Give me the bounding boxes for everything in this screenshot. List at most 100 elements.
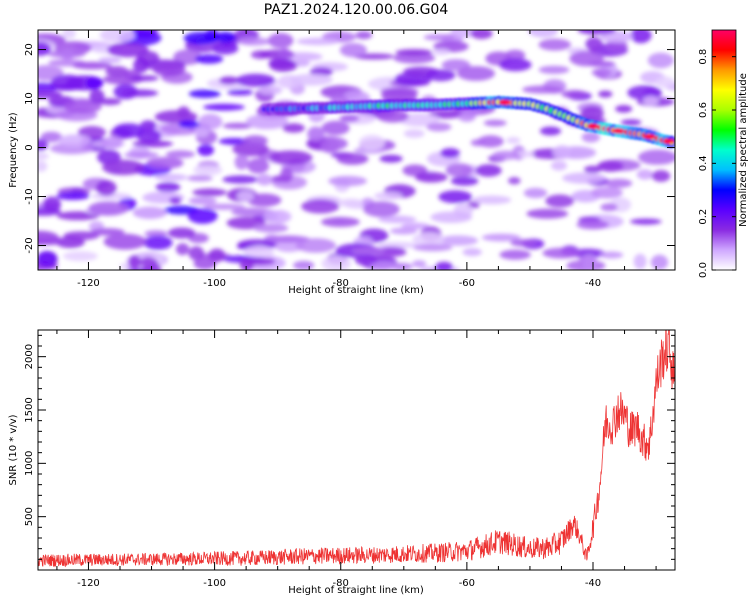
noise-blob bbox=[527, 30, 559, 38]
noise-blob bbox=[101, 136, 123, 150]
noise-blob bbox=[581, 254, 598, 270]
noise-blob bbox=[539, 126, 562, 136]
noise-blob bbox=[293, 59, 310, 67]
noise-blob bbox=[146, 262, 162, 270]
noise-blob bbox=[256, 174, 273, 186]
noise-blob bbox=[89, 89, 105, 104]
noise-blob bbox=[215, 31, 236, 43]
noise-blob bbox=[63, 251, 98, 262]
noise-blob bbox=[438, 235, 479, 246]
noise-blob bbox=[339, 114, 360, 123]
noise-blob bbox=[102, 159, 145, 176]
noise-blob bbox=[339, 43, 367, 58]
snr-y-tick-label: 1500 bbox=[24, 397, 35, 422]
noise-blob bbox=[591, 186, 623, 199]
noise-blob bbox=[188, 196, 217, 205]
noise-blob bbox=[605, 178, 633, 188]
noise-blob bbox=[470, 139, 486, 147]
noise-blob bbox=[268, 32, 294, 49]
noise-blob bbox=[376, 109, 409, 123]
noise-blob bbox=[647, 52, 674, 69]
noise-blob bbox=[132, 206, 168, 219]
noise-blob bbox=[577, 30, 616, 35]
noise-blob bbox=[227, 89, 254, 96]
noise-blob bbox=[38, 160, 48, 172]
spectrogram-axes-frame bbox=[37, 29, 676, 271]
spectrogram-x-tick-label: -60 bbox=[459, 278, 475, 289]
noise-blob bbox=[423, 34, 455, 41]
noise-blob bbox=[155, 173, 188, 182]
noise-blob bbox=[38, 237, 71, 246]
noise-blob bbox=[293, 260, 315, 270]
noise-blob bbox=[263, 209, 279, 223]
colorbar-ticks: 0.0 0.2 0.4 0.6 0.8 bbox=[698, 49, 736, 278]
noise-blob bbox=[295, 238, 337, 253]
noise-blob bbox=[337, 198, 364, 208]
snr-panel: -120 -100 -80 -60 -40 500 1000 1500 2000 Height … bbox=[8, 329, 676, 596]
noise-blob bbox=[38, 152, 49, 160]
noise-blob bbox=[552, 145, 572, 160]
ridge-peak bbox=[498, 99, 511, 105]
noise-blob bbox=[301, 199, 340, 214]
noise-blob bbox=[483, 119, 507, 127]
colorbar-tick-label: 0.0 bbox=[698, 262, 709, 278]
noise-blob bbox=[597, 160, 624, 172]
noise-blob bbox=[242, 135, 268, 147]
noise-blob bbox=[580, 106, 604, 121]
noise-blob bbox=[321, 255, 352, 270]
noise-blob bbox=[450, 176, 479, 186]
noise-blob bbox=[435, 261, 453, 270]
noise-blob bbox=[320, 138, 340, 154]
noise-blob bbox=[236, 73, 276, 87]
snr-y-tick-label: 1000 bbox=[24, 451, 35, 476]
noise-blob bbox=[630, 30, 652, 44]
snr-series-line bbox=[38, 330, 675, 568]
noise-blob bbox=[321, 120, 350, 136]
snr-y-axis-label: SNR (10 * v/v) bbox=[8, 414, 19, 485]
heatmap-noise bbox=[38, 30, 675, 270]
snr-y-tick-label: 2000 bbox=[24, 344, 35, 369]
noise-blob bbox=[152, 61, 186, 77]
snr-x-tick-label: -60 bbox=[459, 578, 475, 589]
noise-blob bbox=[643, 95, 659, 106]
noise-blob bbox=[655, 76, 675, 88]
noise-blob bbox=[63, 98, 102, 114]
spectrogram-y-tick-label: 0 bbox=[24, 144, 35, 150]
noise-blob bbox=[562, 172, 606, 184]
noise-blob bbox=[231, 207, 275, 217]
spectrogram-y-tick-label: -20 bbox=[24, 237, 35, 253]
noise-blob bbox=[245, 113, 289, 130]
noise-blob bbox=[470, 30, 493, 40]
noise-blob bbox=[187, 208, 218, 224]
noise-blob bbox=[591, 68, 612, 77]
noise-blob bbox=[96, 180, 117, 196]
noise-blob bbox=[133, 57, 149, 74]
noise-blob bbox=[378, 215, 417, 224]
noise-blob bbox=[523, 187, 548, 199]
heatmap-tone-ridge bbox=[260, 96, 675, 148]
noise-blob bbox=[40, 131, 62, 143]
noise-blob bbox=[131, 75, 159, 82]
colorbar-tick-label: 0.8 bbox=[698, 49, 709, 65]
figure-title: PAZ1.2024.120.00.06.G04 bbox=[264, 2, 449, 18]
noise-blob bbox=[165, 150, 196, 159]
noise-blob bbox=[124, 151, 159, 159]
noise-blob bbox=[598, 90, 613, 98]
colorbar-tick-label: 0.2 bbox=[698, 209, 709, 225]
noise-blob bbox=[58, 134, 92, 147]
noise-blob bbox=[222, 175, 259, 184]
noise-blob bbox=[38, 250, 57, 267]
noise-blob bbox=[183, 31, 220, 45]
noise-blob bbox=[599, 251, 624, 259]
noise-blob bbox=[169, 197, 182, 204]
noise-blob bbox=[581, 132, 600, 143]
noise-blob bbox=[192, 188, 227, 197]
noise-blob bbox=[219, 76, 239, 85]
noise-blob bbox=[390, 227, 418, 235]
noise-blob bbox=[352, 246, 386, 256]
noise-blob bbox=[379, 154, 403, 163]
noise-blob bbox=[585, 36, 603, 52]
spectrogram-x-tick-label: -120 bbox=[77, 278, 100, 289]
